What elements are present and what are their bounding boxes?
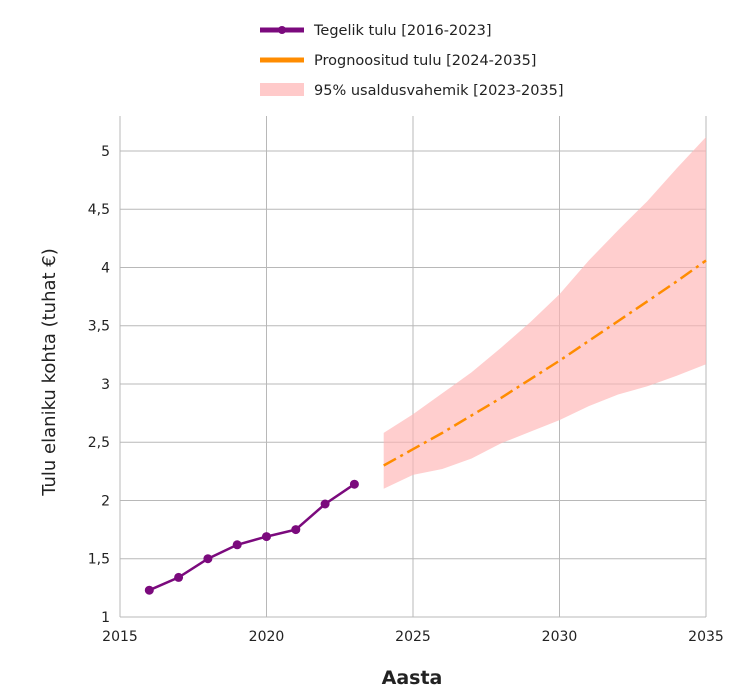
x-tick-label: 2035 bbox=[688, 629, 724, 645]
y-tick-label: 4 bbox=[101, 260, 110, 276]
data-point-actual bbox=[174, 572, 184, 582]
y-axis-title: Tulu elaniku kohta (tuhat €) bbox=[39, 248, 60, 497]
grid bbox=[119, 116, 707, 618]
series-layer bbox=[144, 259, 707, 595]
data-point-actual bbox=[203, 554, 213, 564]
x-tick-label: 2025 bbox=[395, 629, 431, 645]
data-point-actual bbox=[320, 499, 330, 509]
y-axis: 1 1,5 2 2,5 3 3,5 4 4,5 5 bbox=[88, 144, 110, 626]
y-tick-label: 3 bbox=[101, 377, 110, 393]
data-point-actual bbox=[291, 525, 301, 535]
y-tick-label: 1,5 bbox=[88, 552, 110, 568]
series-line-actual bbox=[148, 483, 356, 592]
legend-marker-actual bbox=[278, 26, 286, 34]
x-tick-label: 2020 bbox=[249, 629, 285, 645]
legend-label-forecast: Prognoositud tulu [2024-2035] bbox=[314, 53, 536, 69]
y-tick-label: 3,5 bbox=[88, 319, 110, 335]
series-line-forecast bbox=[383, 259, 707, 467]
data-point-actual bbox=[232, 540, 242, 550]
legend-item-band: 95% usaldusvahemik [2023-2035] bbox=[260, 83, 564, 99]
data-point-actual bbox=[262, 532, 271, 542]
x-tick-label: 2015 bbox=[102, 629, 138, 645]
data-point-actual bbox=[144, 585, 154, 595]
y-tick-label: 2,5 bbox=[88, 435, 110, 451]
x-axis-title: Aasta bbox=[382, 667, 443, 689]
x-axis: 2015 2020 2025 2030 2035 bbox=[102, 629, 724, 645]
x-tick-label: 2030 bbox=[542, 629, 578, 645]
legend-label-band: 95% usaldusvahemik [2023-2035] bbox=[314, 83, 564, 99]
y-tick-label: 1 bbox=[101, 610, 110, 626]
y-tick-label: 5 bbox=[101, 144, 110, 160]
data-point-actual bbox=[349, 479, 359, 489]
legend-item-forecast: Prognoositud tulu [2024-2035] bbox=[260, 53, 536, 69]
confidence-band-layer bbox=[383, 137, 706, 489]
legend: Tegelik tulu [2016-2023] Prognoositud tu… bbox=[260, 23, 564, 99]
legend-item-actual: Tegelik tulu [2016-2023] bbox=[260, 23, 492, 39]
y-tick-label: 4,5 bbox=[88, 202, 110, 218]
legend-label-actual: Tegelik tulu [2016-2023] bbox=[313, 23, 492, 39]
legend-swatch-band bbox=[260, 83, 304, 96]
y-tick-label: 2 bbox=[101, 493, 110, 509]
confidence-band bbox=[383, 137, 706, 489]
